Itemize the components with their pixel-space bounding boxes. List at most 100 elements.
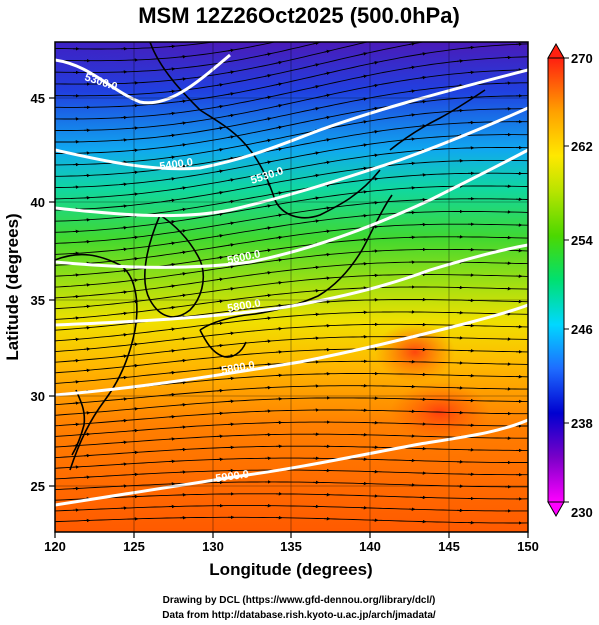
streamline-arrow (227, 135, 235, 139)
streamline-arrow (131, 407, 139, 411)
x-tick-label: 135 (280, 539, 302, 554)
streamline-arrow (264, 74, 272, 78)
streamline-arrow (216, 234, 224, 238)
streamline-arrow (264, 182, 272, 186)
streamline (55, 42, 323, 73)
streamline-arrow (216, 255, 224, 260)
contour-label: 5800.0 (220, 359, 255, 377)
streamline (55, 69, 528, 131)
streamline-arrow (456, 83, 464, 88)
streamline-arrow (323, 93, 331, 98)
streamline-arrow (168, 67, 176, 71)
streamline-arrow (419, 52, 427, 56)
y-tick-label: 45 (31, 91, 45, 106)
warm-core-region (375, 322, 455, 382)
y-axis-ticks (49, 97, 55, 487)
streamline-arrow (168, 133, 176, 138)
streamline (55, 121, 528, 177)
streamline-arrow (179, 186, 187, 190)
streamline-arrow (179, 229, 187, 233)
streamline-arrow (168, 111, 176, 116)
streamline-arrow (216, 343, 224, 348)
streamline-arrow (168, 284, 176, 288)
streamline-arrow (360, 52, 368, 56)
streamline-arrow (179, 402, 187, 407)
streamline-arrow (168, 370, 176, 375)
y-tick-label: 35 (31, 293, 45, 308)
lat-lon-gridlines (55, 42, 528, 532)
colorbar-tick-label: 238 (571, 416, 593, 431)
streamline-arrow (264, 270, 272, 275)
x-tick-label: 150 (517, 539, 539, 554)
streamline-arrow (408, 113, 416, 117)
coastline-taiwan (71, 389, 86, 456)
streamline-arrow (131, 192, 139, 196)
streamline-arrow (168, 89, 176, 94)
streamline-arrow (131, 321, 139, 325)
streamline-arrow (83, 283, 91, 287)
y-axis-label: Latitude (degrees) (3, 213, 22, 360)
streamline-arrow (83, 304, 91, 309)
streamline-arrow (179, 293, 187, 298)
colorbar-tick-label: 246 (571, 322, 593, 337)
contour-label: 5400.0 (159, 156, 194, 173)
streamline-arrow (360, 143, 368, 147)
streamline-arrow (83, 326, 91, 330)
colorbar-tick-label: 230 (571, 505, 593, 520)
coastline-kyushu (199, 329, 247, 358)
streamline-arrow (120, 418, 128, 423)
streamline-arrow (265, 32, 271, 33)
streamline-arrow (275, 280, 283, 285)
streamline-arrow (360, 97, 368, 101)
streamline-arrow (120, 375, 128, 380)
streamline-arrow (168, 44, 176, 49)
streamline-arrow (360, 74, 368, 79)
streamline-arrow (179, 54, 187, 59)
streamline-arrow (275, 169, 283, 173)
streamline-arrow (179, 207, 187, 212)
streamline-arrow (360, 120, 368, 124)
streamline-arrow (371, 83, 379, 88)
contour-line (55, 148, 528, 269)
streamline-arrow (227, 92, 235, 96)
streamline-arrow (312, 219, 320, 223)
x-tick-label: 130 (202, 539, 224, 554)
streamline-arrow (408, 89, 416, 93)
wind-streamlines (55, 30, 528, 525)
streamline-arrow (420, 30, 426, 31)
streamline-arrow (457, 36, 463, 37)
streamline-arrow (216, 321, 224, 326)
contour-line (55, 106, 528, 218)
x-axis-tick-labels: 120 125 130 135 140 145 150 (44, 539, 539, 554)
height-contours (55, 53, 528, 507)
streamline-arrow (371, 106, 379, 111)
streamline-arrow (179, 358, 187, 363)
streamline-arrow (168, 349, 176, 353)
x-tick-label: 125 (123, 539, 145, 554)
streamline-arrow (419, 75, 427, 80)
streamline-arrow (120, 204, 128, 208)
coastline-hokkaido (389, 89, 486, 151)
streamline-arrow (120, 290, 128, 294)
streamline-arrow (120, 311, 128, 316)
streamline (55, 248, 528, 288)
streamline-arrow (264, 204, 272, 208)
streamline-arrow (131, 148, 139, 153)
streamline-arrow (275, 191, 283, 195)
streamline (55, 421, 528, 437)
streamline-arrow (216, 190, 224, 195)
streamline-arrow (323, 206, 331, 210)
coastline-asia (149, 42, 381, 219)
streamline-arrow (227, 243, 235, 247)
streamline-arrow (264, 316, 272, 321)
streamline-arrow (275, 303, 283, 308)
streamline-arrow (179, 99, 187, 104)
streamline-arrow (227, 48, 235, 53)
streamline-arrow (275, 213, 283, 218)
streamline-arrow (371, 200, 379, 205)
credit-drawing: Drawing by DCL (https://www.gfd-dennou.o… (163, 595, 436, 606)
streamline-arrow (120, 397, 128, 401)
colorbar-gradient (547, 57, 565, 503)
streamline-arrow (360, 213, 368, 218)
